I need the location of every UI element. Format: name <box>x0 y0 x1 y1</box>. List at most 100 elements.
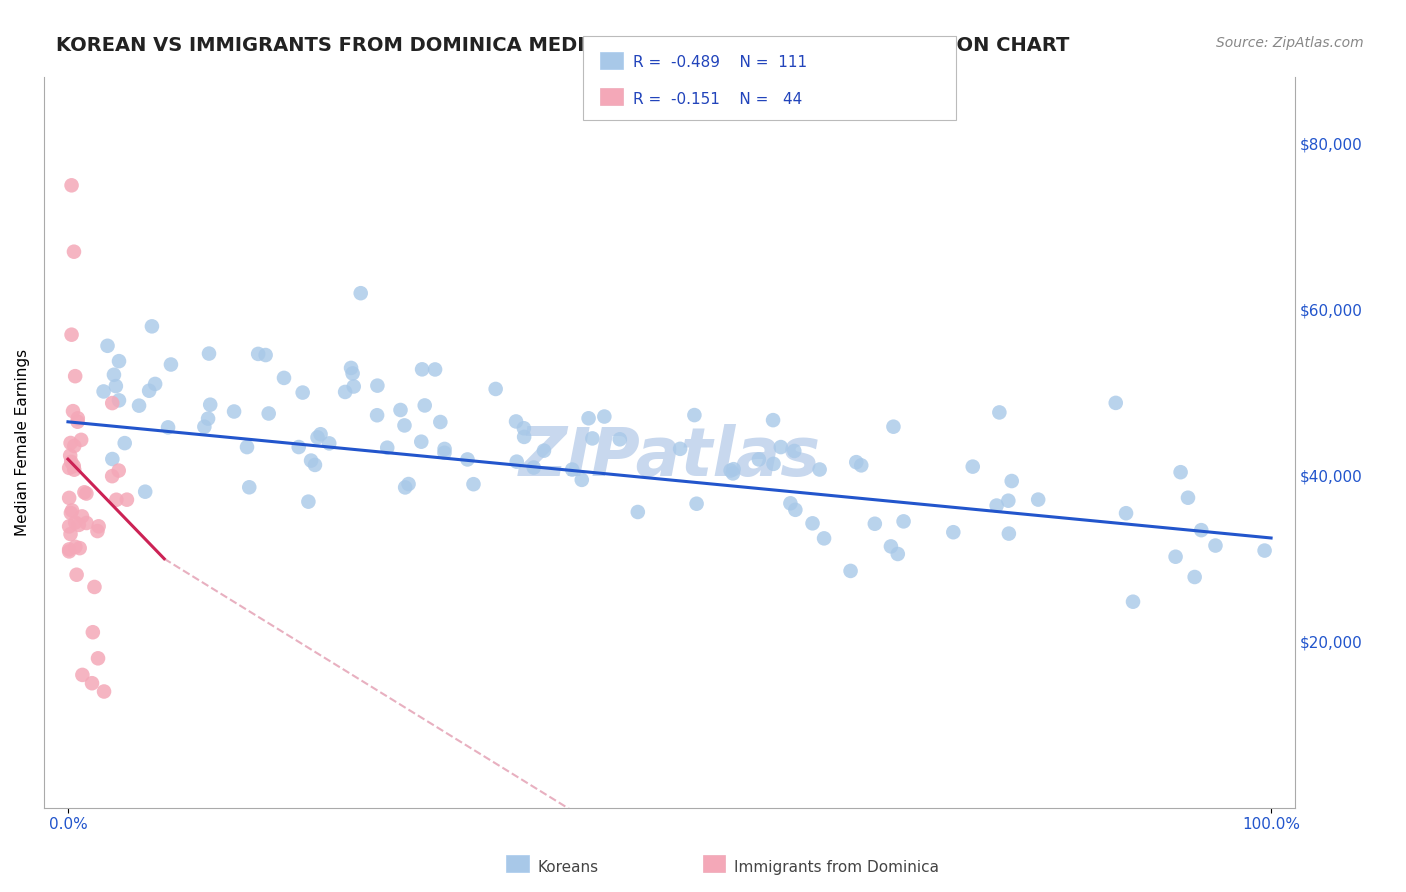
Point <box>394 418 416 433</box>
Point <box>513 430 536 444</box>
Point <box>880 540 903 554</box>
Point <box>273 371 295 385</box>
Point <box>506 455 529 469</box>
Text: KOREAN VS IMMIGRANTS FROM DOMINICA MEDIAN FEMALE EARNINGS CORRELATION CHART: KOREAN VS IMMIGRANTS FROM DOMINICA MEDIA… <box>56 36 1070 54</box>
Point <box>66 411 89 425</box>
Point <box>103 368 125 382</box>
Point <box>561 462 583 476</box>
Point <box>80 676 103 690</box>
Point <box>70 509 93 524</box>
Point <box>609 432 631 446</box>
Point <box>762 413 785 427</box>
Point <box>505 414 527 428</box>
Point <box>62 404 84 418</box>
Point <box>134 484 156 499</box>
Point <box>413 399 436 413</box>
Point <box>72 668 94 682</box>
Text: R =  -0.151    N =   44: R = -0.151 N = 44 <box>633 92 801 107</box>
Point <box>998 526 1021 541</box>
Point <box>107 464 129 478</box>
Point <box>593 409 616 424</box>
Point <box>423 362 446 376</box>
Point <box>115 492 138 507</box>
Point <box>769 440 792 454</box>
Point <box>942 525 965 540</box>
Point <box>1170 465 1192 479</box>
Point <box>318 436 340 450</box>
Text: Koreans: Koreans <box>537 860 598 874</box>
Point <box>104 379 127 393</box>
Point <box>60 178 83 193</box>
Point <box>59 436 82 450</box>
Point <box>157 420 180 434</box>
Point <box>73 485 96 500</box>
Point <box>340 360 363 375</box>
Point <box>58 519 80 533</box>
Point <box>93 684 115 698</box>
Point <box>63 369 86 384</box>
Point <box>962 459 984 474</box>
Point <box>62 458 84 473</box>
Point <box>882 419 904 434</box>
Point <box>456 452 478 467</box>
Point <box>375 441 398 455</box>
Point <box>82 625 104 640</box>
Point <box>986 499 1008 513</box>
Point <box>58 544 80 558</box>
Point <box>533 443 555 458</box>
Point <box>669 442 692 456</box>
Point <box>783 444 806 458</box>
Point <box>342 367 364 381</box>
Point <box>720 464 742 478</box>
Point <box>307 430 329 444</box>
Point <box>101 469 124 483</box>
Point <box>433 446 456 460</box>
Point <box>723 462 745 476</box>
Point <box>389 403 412 417</box>
Point <box>1001 474 1024 488</box>
Point <box>138 384 160 398</box>
Point <box>762 457 785 471</box>
Point <box>93 384 115 399</box>
Point <box>58 461 80 475</box>
Point <box>193 419 215 434</box>
Point <box>893 515 915 529</box>
Point <box>87 651 110 665</box>
Point <box>114 436 136 450</box>
Point <box>309 427 332 442</box>
Point <box>105 492 128 507</box>
Point <box>571 473 593 487</box>
Y-axis label: Median Female Earnings: Median Female Earnings <box>15 349 30 536</box>
Point <box>578 411 600 425</box>
Point <box>143 376 166 391</box>
Text: ZIPatlas: ZIPatlas <box>519 425 821 491</box>
Point <box>76 516 98 530</box>
Point <box>160 358 183 372</box>
Point <box>65 567 87 582</box>
Point <box>523 460 546 475</box>
Point <box>257 407 280 421</box>
Point <box>87 519 110 533</box>
Text: Immigrants from Dominica: Immigrants from Dominica <box>734 860 939 874</box>
Point <box>813 532 835 546</box>
Point <box>1164 549 1187 564</box>
Point <box>808 462 831 476</box>
Point <box>304 458 326 472</box>
Point <box>197 411 219 425</box>
Point <box>627 505 650 519</box>
Point <box>685 497 707 511</box>
Point <box>839 564 862 578</box>
Point <box>200 398 222 412</box>
Point <box>485 382 508 396</box>
Point <box>58 542 80 557</box>
Point <box>60 455 83 469</box>
Point <box>1026 492 1049 507</box>
Point <box>1253 543 1275 558</box>
Point <box>343 379 366 393</box>
Point <box>297 494 319 508</box>
Point <box>1105 396 1128 410</box>
Point <box>67 517 90 532</box>
Point <box>108 393 131 408</box>
Point <box>96 339 118 353</box>
Point <box>779 496 801 510</box>
